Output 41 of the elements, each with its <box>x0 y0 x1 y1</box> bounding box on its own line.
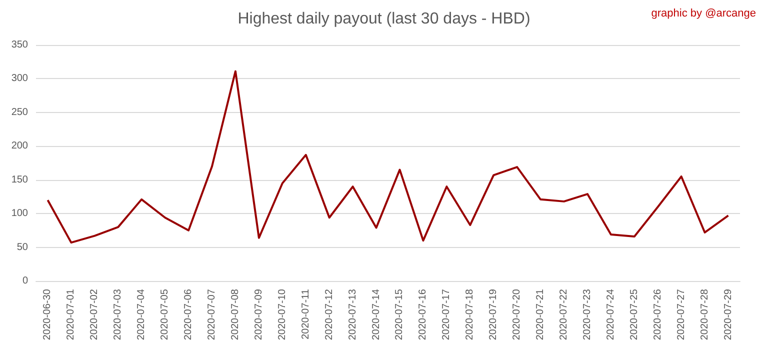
y-tick-label: 50 <box>16 242 28 253</box>
text: graphic by @arcange <box>651 8 756 20</box>
x-tick-label: 2020-07-01 <box>66 288 77 340</box>
x-tick-label: 2020-07-16 <box>418 288 429 340</box>
x-tick-label: 2020-07-23 <box>582 288 593 340</box>
x-tick-label: 2020-07-13 <box>347 288 358 340</box>
x-tick-label: 2020-07-26 <box>652 288 664 340</box>
x-tick-label: 2020-07-08 <box>230 288 241 340</box>
y-tick-label: 0 <box>22 276 28 286</box>
x-tick-label: 2020-06-30 <box>42 288 54 340</box>
line-series <box>46 70 730 244</box>
y-tick-label: 100 <box>11 208 28 220</box>
x-tick-label: 2020-07-18 <box>464 288 476 340</box>
x-tick-label: 2020-07-29 <box>722 288 734 340</box>
x-tick-label: 2020-07-25 <box>628 288 640 340</box>
x-tick-label: 2020-07-22 <box>558 288 570 340</box>
x-tick-label: 2020-07-07 <box>206 288 218 340</box>
x-tick-label: 2020-07-17 <box>441 288 452 340</box>
y-tick-label: 150 <box>11 174 28 186</box>
y-tick-label: 200 <box>11 140 28 152</box>
x-tick-label: 2020-07-06 <box>183 288 194 340</box>
x-tick-label: 2020-07-05 <box>160 288 171 340</box>
y-tick-label: 250 <box>11 106 28 118</box>
chart-title: Highest daily payout (last 30 days - HBD) <box>238 10 530 28</box>
x-tick-label: 2020-07-21 <box>535 288 546 340</box>
y-tick-label: 350 <box>11 40 28 50</box>
x-tick-label: 2020-07-02 <box>89 288 100 340</box>
x-tick-label: 2020-07-14 <box>370 288 382 340</box>
x-tick-label: 2020-07-04 <box>136 288 148 340</box>
x-tick-label: 2020-07-20 <box>512 288 523 340</box>
x-tick-label: 2020-07-03 <box>112 288 124 340</box>
x-tick-label: 2020-07-09 <box>253 288 264 340</box>
y-tick-label: 300 <box>11 73 28 84</box>
x-tick-label: 2020-07-12 <box>324 288 335 340</box>
x-tick-label: 2020-07-11 <box>300 288 312 340</box>
x-tick-label: 2020-07-28 <box>699 288 710 340</box>
x-tick-label: 2020-07-24 <box>605 288 616 340</box>
x-tick-label: 2020-07-27 <box>676 288 687 340</box>
x-tick-label: 2020-07-10 <box>276 288 288 340</box>
x-tick-label: 2020-07-15 <box>394 288 406 340</box>
x-tick-label: 2020-07-19 <box>488 288 500 340</box>
